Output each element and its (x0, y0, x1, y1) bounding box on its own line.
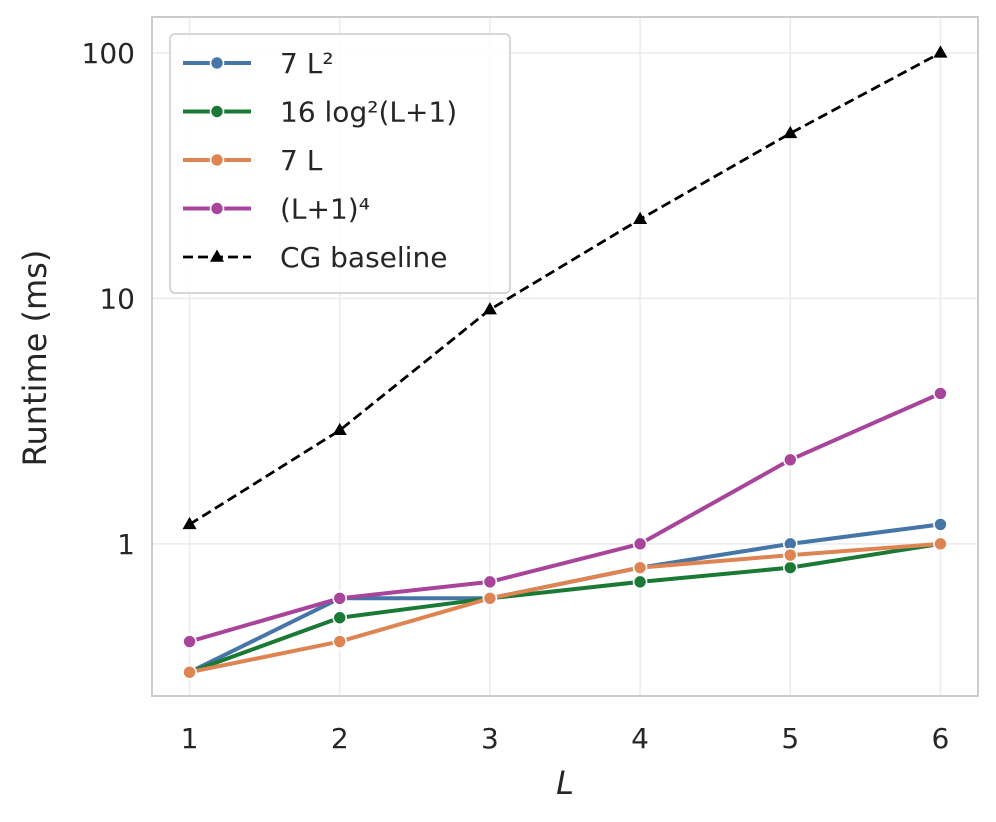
y-tick-label: 10 (99, 282, 135, 315)
data-point (332, 422, 347, 436)
legend-marker (209, 201, 225, 216)
data-point (182, 516, 197, 530)
x-tick-label: 6 (932, 722, 950, 755)
data-point (332, 591, 348, 606)
legend-entry: 7 L (183, 144, 323, 177)
data-point (482, 591, 498, 606)
x-tick-label: 2 (331, 722, 349, 755)
legend-label: CG baseline (280, 241, 447, 274)
legend-label: 7 L (280, 144, 323, 177)
data-point (933, 517, 948, 532)
legend-entry: 16 log²(L+1) (183, 96, 457, 129)
legend-entry: 7 L² (183, 47, 334, 80)
data-point (933, 536, 948, 552)
legend-entry: CG baseline (183, 241, 447, 274)
data-point (782, 452, 798, 468)
series-cg-baseline (182, 45, 948, 530)
data-point (632, 574, 648, 590)
series-7-l (182, 536, 948, 680)
series-16-log-l-1 (182, 536, 948, 680)
data-point (632, 560, 648, 575)
legend-marker (209, 152, 225, 168)
x-tick-label: 5 (781, 722, 799, 755)
y-tick-label: 1 (117, 528, 135, 561)
data-point (782, 560, 798, 575)
data-point (933, 386, 948, 401)
legend-label: 7 L² (280, 47, 334, 80)
series-line (187, 541, 943, 675)
data-point (632, 536, 648, 552)
data-point (782, 547, 798, 563)
y-tick-label: 100 (82, 37, 135, 70)
legend-entry: (L+1)⁴ (183, 193, 370, 226)
data-point (182, 664, 197, 680)
plot-frame (151, 16, 979, 697)
data-point (633, 211, 648, 224)
data-point (332, 634, 348, 649)
data-point (182, 634, 197, 649)
y-tick-labels: 1 10 100 (82, 37, 135, 561)
legend-marker (209, 55, 225, 71)
data-point (933, 45, 948, 58)
series-l-1 (182, 386, 948, 649)
data-point (482, 302, 497, 315)
data-point (783, 125, 798, 139)
series-line (187, 541, 943, 675)
legend-label: (L+1)⁴ (280, 193, 370, 226)
legend-label: 16 log²(L+1) (280, 96, 457, 129)
data-point (482, 574, 498, 590)
legend-marker (209, 104, 225, 119)
data-point (332, 610, 348, 626)
x-tick-label: 4 (631, 722, 649, 755)
legend: 7 L² 16 log²(L+1) 7 L (L+1)⁴ CG baseline (169, 33, 511, 294)
x-tick-label: 1 (181, 722, 199, 755)
legend-box (169, 33, 511, 294)
series-7-l (182, 517, 948, 680)
y-axis-label: Runtime (ms) (16, 250, 54, 467)
legend-marker (209, 249, 225, 262)
series-line (187, 391, 943, 644)
x-axis-label: L (556, 764, 574, 802)
x-tick-labels: 1 2 3 4 5 6 (181, 722, 950, 755)
series-line (188, 51, 942, 526)
series-layer (182, 45, 948, 680)
x-tick-label: 3 (481, 722, 499, 755)
